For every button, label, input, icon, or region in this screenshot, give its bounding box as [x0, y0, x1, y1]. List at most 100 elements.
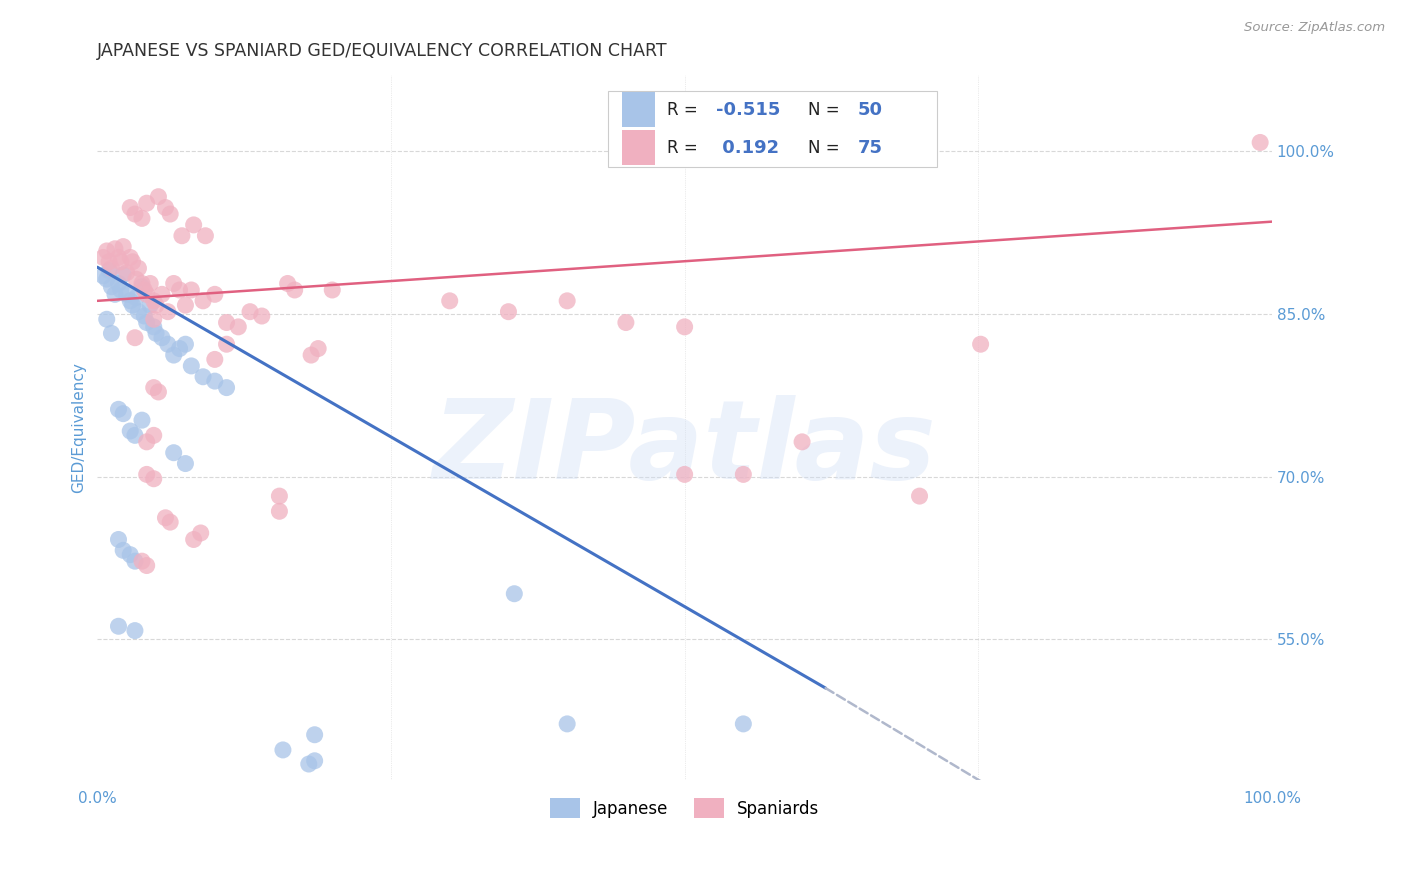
Point [215, 381, 238, 395]
Point [159, 207, 181, 221]
Point [169, 342, 191, 356]
Point [120, 548, 142, 562]
Point [115, 287, 138, 301]
Point [98, 254, 121, 268]
Point [107, 619, 129, 633]
Point [125, 291, 148, 305]
Point [156, 337, 179, 351]
Point [215, 316, 238, 330]
Point [112, 268, 135, 282]
Point [204, 352, 226, 367]
Point [135, 287, 157, 301]
Text: 75: 75 [858, 139, 883, 157]
Point [100, 279, 122, 293]
Point [120, 293, 142, 308]
Point [155, 510, 177, 524]
Point [304, 728, 326, 742]
Point [271, 743, 294, 757]
Point [183, 533, 205, 547]
Point [148, 190, 170, 204]
Point [908, 489, 931, 503]
Point [107, 251, 129, 265]
Point [174, 457, 197, 471]
Text: R =: R = [666, 139, 703, 157]
Point [155, 201, 177, 215]
Point [131, 211, 153, 226]
Point [96, 312, 118, 326]
Text: -0.515: -0.515 [716, 101, 780, 119]
Point [304, 754, 326, 768]
Point [180, 359, 202, 373]
Point [120, 424, 142, 438]
Point [142, 381, 165, 395]
Point [969, 337, 991, 351]
Point [145, 326, 167, 341]
Point [204, 374, 226, 388]
Point [124, 331, 146, 345]
Point [107, 533, 129, 547]
Point [139, 298, 162, 312]
Point [142, 472, 165, 486]
Point [673, 467, 696, 482]
Point [104, 242, 127, 256]
Point [91, 268, 114, 283]
Point [174, 298, 197, 312]
Bar [623, 92, 655, 128]
Point [298, 757, 321, 772]
Point [555, 293, 578, 308]
Point [142, 312, 165, 326]
Point [125, 272, 148, 286]
Point [555, 717, 578, 731]
Point [127, 261, 149, 276]
Point [120, 251, 142, 265]
Text: Source: ZipAtlas.com: Source: ZipAtlas.com [1244, 21, 1385, 34]
Point [142, 428, 165, 442]
Point [299, 348, 322, 362]
Point [112, 239, 135, 253]
Text: R =: R = [666, 101, 703, 119]
Point [191, 369, 214, 384]
Point [124, 554, 146, 568]
Point [135, 434, 157, 449]
Point [112, 543, 135, 558]
Point [191, 293, 214, 308]
Point [169, 283, 191, 297]
Point [150, 287, 173, 301]
Point [127, 304, 149, 318]
Point [110, 283, 132, 297]
Point [733, 717, 755, 731]
Point [135, 467, 157, 482]
Point [163, 446, 186, 460]
Point [104, 287, 127, 301]
Bar [623, 130, 655, 165]
Point [135, 316, 157, 330]
Point [98, 263, 121, 277]
Point [134, 309, 156, 323]
Point [139, 277, 162, 291]
Point [131, 277, 153, 291]
Point [170, 228, 193, 243]
Point [142, 319, 165, 334]
Point [135, 558, 157, 573]
Point [215, 337, 238, 351]
Point [498, 304, 520, 318]
Text: 50: 50 [858, 101, 883, 119]
Point [226, 319, 249, 334]
Point [277, 277, 299, 291]
Point [131, 279, 153, 293]
Point [107, 402, 129, 417]
Point [121, 298, 143, 312]
Point [194, 228, 217, 243]
Point [284, 283, 307, 297]
Point [180, 283, 202, 297]
Text: N =: N = [808, 101, 845, 119]
Point [121, 254, 143, 268]
Point [673, 319, 696, 334]
Legend: Japanese, Spaniards: Japanese, Spaniards [543, 791, 825, 825]
Point [112, 407, 135, 421]
Point [163, 348, 186, 362]
Point [110, 254, 132, 268]
Point [145, 298, 167, 312]
Point [120, 201, 142, 215]
Point [190, 526, 212, 541]
